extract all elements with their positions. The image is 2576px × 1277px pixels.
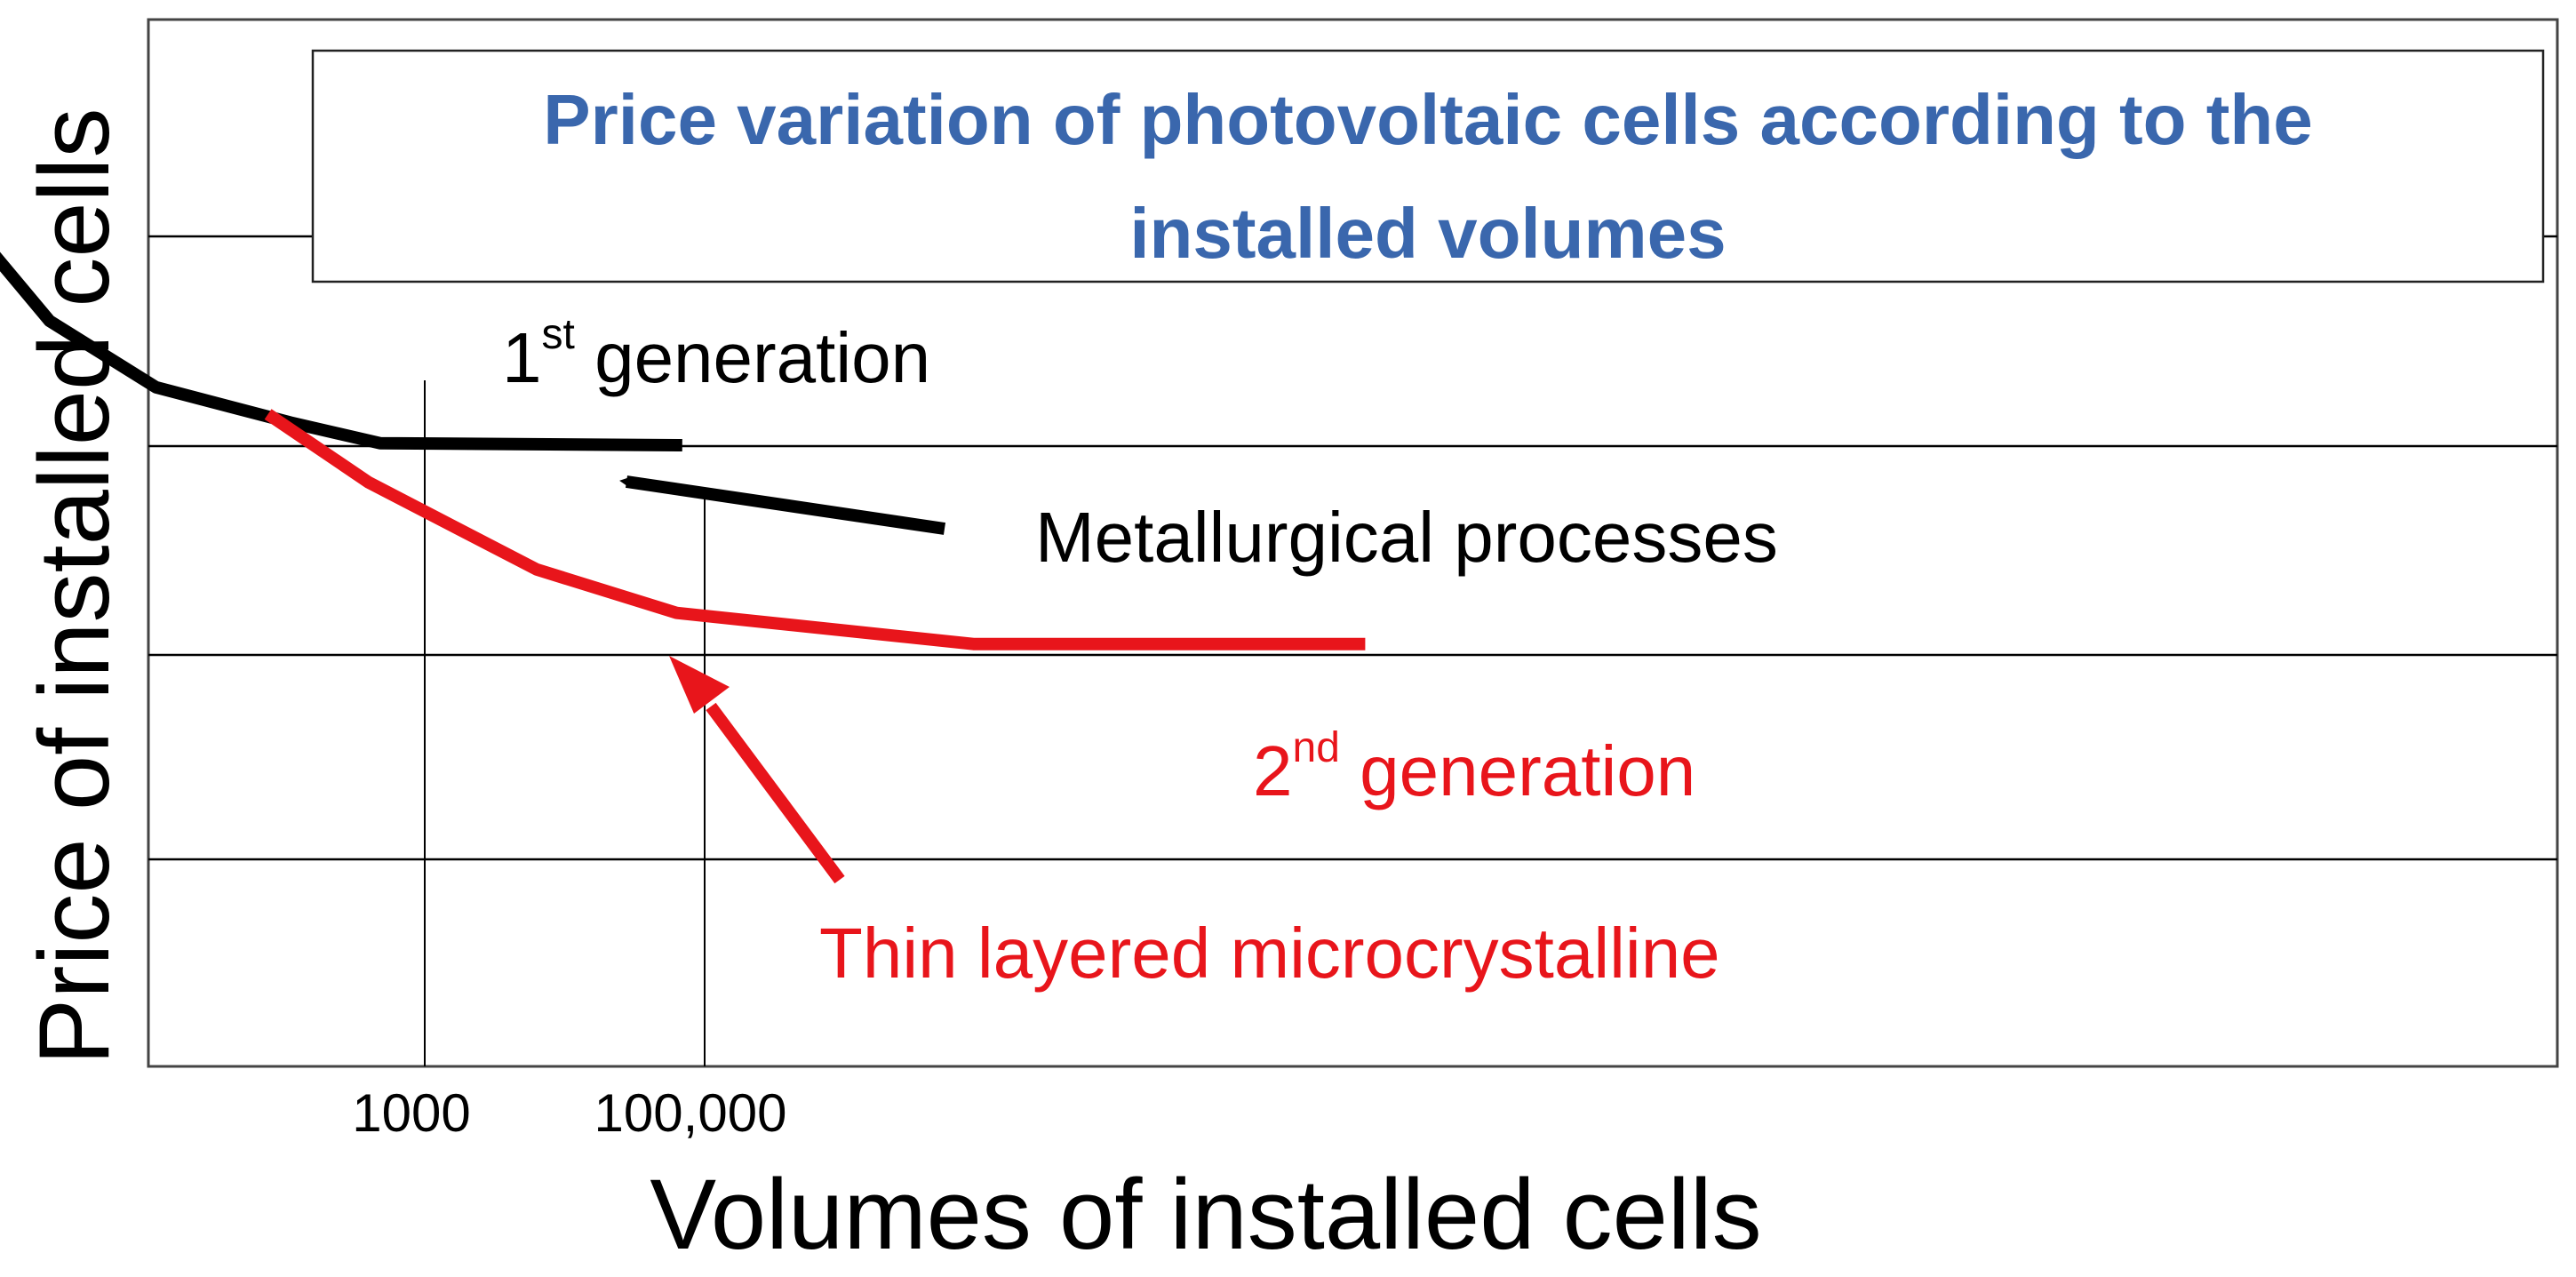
x-tick-label: 1000 <box>352 1083 470 1143</box>
x-axis-label: Volumes of installed cells <box>650 1159 1761 1270</box>
arrow-metallurgical <box>619 475 946 535</box>
chart-title-line-2: installed volumes <box>1129 194 1726 273</box>
x-tick-label: 100,000 <box>594 1083 787 1143</box>
annotation-thin-layered: Thin layered microcrystalline <box>819 914 1720 993</box>
arrow-thin-layered <box>669 656 845 884</box>
series-line-1 <box>0 251 682 451</box>
annotation-second-generation: 2nd generation <box>1253 724 1695 810</box>
series-line-2 <box>264 409 1366 650</box>
annotation-first-generation: 1st generation <box>502 311 930 397</box>
chart-title-line-1: Price variation of photovoltaic cells ac… <box>543 80 2313 159</box>
series-layer <box>0 251 1366 650</box>
y-axis-label: Price of installed cells <box>19 108 130 1065</box>
title-box <box>311 49 2545 283</box>
annotation-metallurgical: Metallurgical processes <box>1035 498 1778 577</box>
